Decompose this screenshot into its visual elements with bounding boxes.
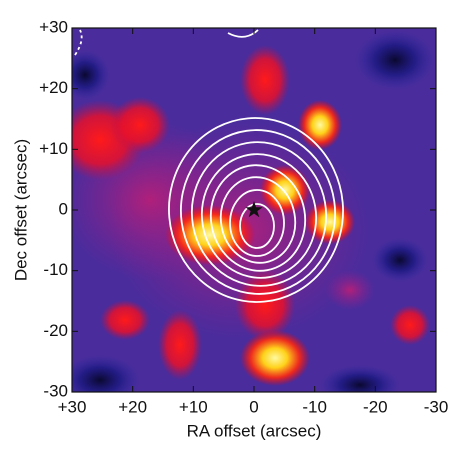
x-tick-label: 0	[249, 397, 258, 416]
y-tick-label: +20	[39, 78, 68, 97]
contours	[74, 29, 344, 303]
x-tick-label: +10	[179, 397, 208, 416]
x-tick-label: -30	[424, 397, 449, 416]
y-tick-label: -20	[43, 321, 68, 340]
x-axis-label: RA offset (arcsec)	[187, 421, 322, 440]
intensity-map	[72, 28, 436, 392]
y-tick-label: +10	[39, 139, 68, 158]
y-tick-label: -30	[43, 381, 68, 400]
x-tick-label: -20	[363, 397, 388, 416]
x-tick-label: -10	[302, 397, 327, 416]
x-tick-label: +30	[58, 397, 87, 416]
x-tick-label: +20	[118, 397, 147, 416]
y-tick-label: +30	[39, 17, 68, 36]
y-tick-label: -10	[43, 260, 68, 279]
y-tick-label: 0	[59, 199, 68, 218]
y-axis-label: Dec offset (arcsec)	[11, 139, 30, 281]
star-marker	[245, 201, 263, 218]
